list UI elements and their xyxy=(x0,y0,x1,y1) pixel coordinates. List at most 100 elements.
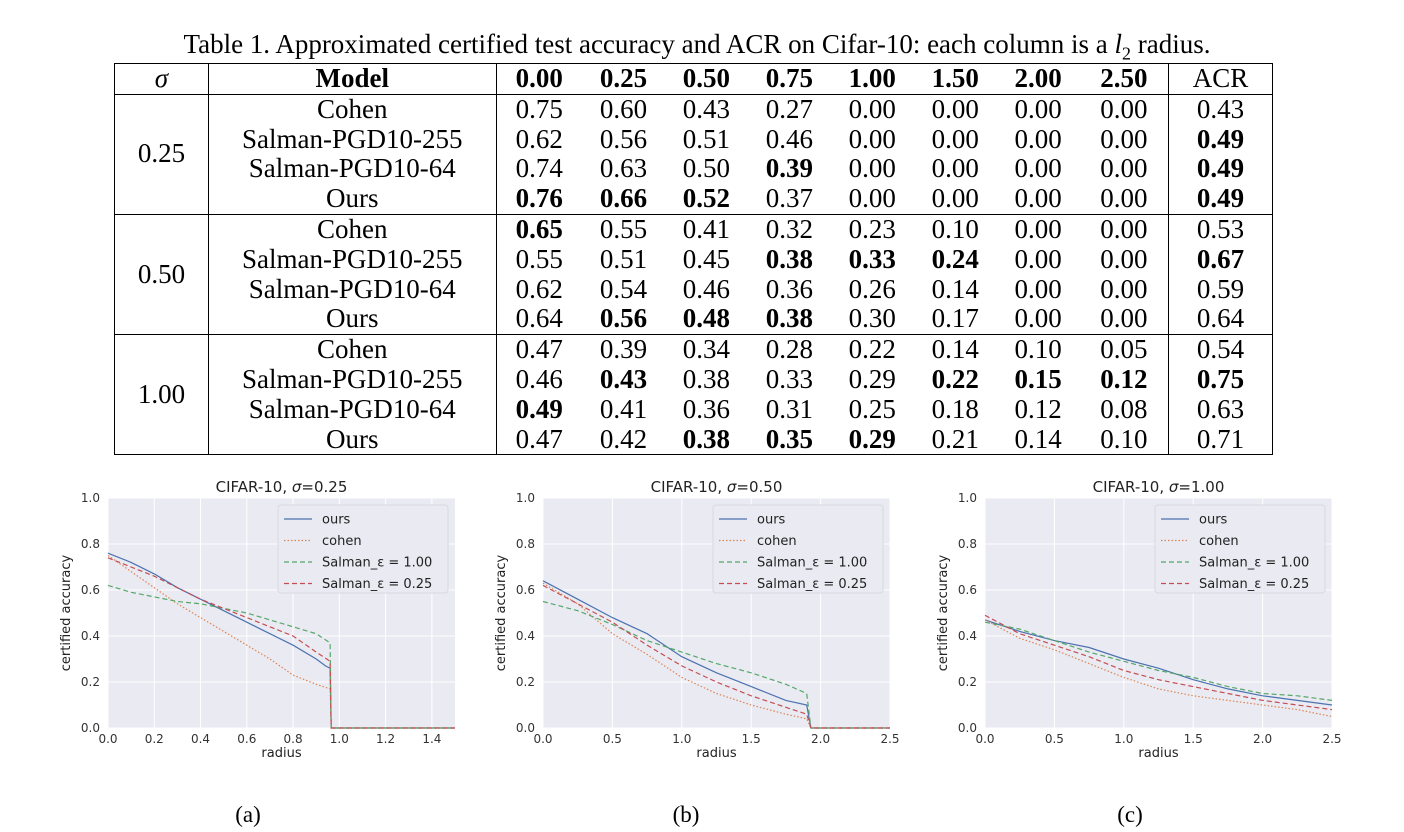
y-tick-label: 1.0 xyxy=(516,491,535,505)
legend-label: cohen xyxy=(322,534,362,549)
model-cell: Salman-PGD10-64 xyxy=(208,274,497,305)
accuracy-cell: 0.51 xyxy=(599,243,648,274)
accuracy-cell: 0.00 xyxy=(1079,213,1170,245)
x-tick-label: 1.5 xyxy=(742,732,761,746)
accuracy-cell: 0.41 xyxy=(599,393,648,424)
accuracy-cell: 0.00 xyxy=(1079,154,1170,185)
accuracy-cell: 0.00 xyxy=(913,93,997,125)
accuracy-cell: 0.00 xyxy=(1014,183,1062,214)
x-tick-label: 2.5 xyxy=(1322,732,1341,746)
legend-label: Salman_ε = 1.00 xyxy=(1199,556,1309,571)
accuracy-cell: 0.00 xyxy=(848,183,896,214)
accuracy-cell: 0.38 xyxy=(765,303,813,334)
series-line-3 xyxy=(984,621,1333,701)
x-tick-label: 2.0 xyxy=(1253,732,1272,746)
table-header-cell: 0.25 xyxy=(581,63,665,95)
accuracy-cell: 0.00 xyxy=(1079,303,1170,335)
table-header-cell: Model xyxy=(208,63,497,95)
acr-cell: 0.43 xyxy=(1168,93,1273,125)
legend xyxy=(712,504,884,594)
accuracy-cell: 0.37 xyxy=(765,183,813,214)
table-row: Ours 0.76 0.66 0.52 0.37 0.00 0.00 0.00 0.00 0.49 xyxy=(115,183,1273,215)
accuracy-cell: 0.00 xyxy=(830,93,914,125)
accuracy-cell: 0.05 xyxy=(1079,334,1170,365)
accuracy-cell: 0.52 xyxy=(682,183,731,214)
accuracy-cell: 0.48 xyxy=(682,303,731,334)
accuracy-cell: 0.10 xyxy=(1079,424,1170,456)
chart-title: CIFAR-10, σ=0.50 xyxy=(651,478,783,496)
accuracy-cell: 0.15 xyxy=(1014,363,1062,394)
table-row: 0.50 Cohen 0.65 0.55 0.41 0.32 0.23 0.10 0.00 0.0… xyxy=(114,213,1273,336)
acr-cell: 0.67 xyxy=(1168,244,1273,275)
table-row: Salman-PGD10-64 0.74 0.63 0.50 0.39 0.00 0.00 0… xyxy=(115,153,1273,185)
model-cell: Salman-PGD10-64 xyxy=(208,394,497,425)
y-tick-label: 0.2 xyxy=(516,675,535,689)
legend-label: Salman_ε = 1.00 xyxy=(322,556,432,571)
accuracy-cell: 0.00 xyxy=(848,123,896,154)
chart-title: CIFAR-10, σ=0.25 xyxy=(216,478,348,496)
accuracy-cell: 0.56 xyxy=(599,123,648,154)
y-tick-label: 0.6 xyxy=(958,583,977,597)
accuracy-cell: 0.26 xyxy=(848,273,896,304)
x-axis-label: radius xyxy=(696,746,736,761)
acr-cell: 0.49 xyxy=(1168,183,1273,215)
y-tick-label: 0.2 xyxy=(958,675,977,689)
accuracy-cell: 0.08 xyxy=(1079,394,1170,425)
accuracy-cell: 0.23 xyxy=(830,213,914,245)
accuracy-cell: 0.34 xyxy=(664,334,748,365)
accuracy-cell: 0.51 xyxy=(682,123,731,154)
legend xyxy=(277,504,449,594)
subfig-label-c: (c) xyxy=(1117,802,1143,827)
x-tick-label: 1.5 xyxy=(1184,732,1203,746)
table-header-cell: 1.50 xyxy=(913,63,997,95)
sigma-cell: 1.00 xyxy=(114,334,209,456)
model-cell: Ours xyxy=(208,424,497,456)
accuracy-cell: 0.36 xyxy=(682,393,731,424)
series-line-4 xyxy=(107,557,455,729)
legend-label: cohen xyxy=(1199,534,1239,549)
acr-cell: 0.75 xyxy=(1168,364,1273,395)
table-row: Ours 0.47 0.42 0.38 0.35 0.29 0.21 0.14 0.10 0.71 xyxy=(115,424,1273,456)
table-row: 1.00 Cohen 0.47 0.39 0.34 0.28 0.22 0.14 0.10 0.0… xyxy=(114,334,1273,456)
series-line-1 xyxy=(984,619,1333,706)
series-line-2 xyxy=(984,619,1333,718)
accuracy-cell: 0.22 xyxy=(931,363,979,394)
accuracy-cell: 0.14 xyxy=(931,273,979,304)
x-tick-label: 0.0 xyxy=(533,732,552,746)
y-tick-label: 1.0 xyxy=(958,491,977,505)
accuracy-cell: 0.00 xyxy=(1014,153,1062,184)
table-header-cell: 0.75 xyxy=(747,63,831,95)
acr-cell: 0.64 xyxy=(1168,303,1273,335)
series-line-3 xyxy=(107,584,455,729)
legend-label: ours xyxy=(757,513,786,528)
accuracy-cell: 0.14 xyxy=(996,424,1080,456)
table-header-cell: 2.00 xyxy=(996,63,1080,95)
legend-label: ours xyxy=(1199,513,1228,528)
subfig-label-a: (a) xyxy=(235,802,261,827)
series-line-4 xyxy=(542,584,890,729)
accuracy-cell: 0.30 xyxy=(848,303,896,334)
accuracy-cell: 0.00 xyxy=(1079,244,1170,275)
y-tick-label: 0.4 xyxy=(516,629,535,643)
sigma-cell: 0.25 xyxy=(114,93,209,215)
table-row: Salman-PGD10-64 0.62 0.54 0.46 0.36 0.26 0.14 0… xyxy=(115,273,1273,305)
sigma-cell: 0.50 xyxy=(114,213,209,336)
accuracy-cell: 0.10 xyxy=(913,213,997,245)
y-tick-label: 0.6 xyxy=(516,583,535,597)
accuracy-cell: 0.74 xyxy=(515,153,563,184)
accuracy-cell: 0.00 xyxy=(1079,93,1170,125)
acr-cell: 0.59 xyxy=(1168,274,1273,305)
accuracy-cell: 0.29 xyxy=(830,424,914,456)
accuracy-cell: 0.46 xyxy=(765,123,813,154)
subfig-label-b: (b) xyxy=(672,802,700,827)
y-tick-label: 1.0 xyxy=(81,491,100,505)
accuracy-cell: 0.56 xyxy=(599,303,648,334)
accuracy-cell: 0.31 xyxy=(765,393,813,424)
accuracy-cell: 0.43 xyxy=(599,363,648,394)
model-cell: Cohen xyxy=(208,213,497,245)
accuracy-cell: 0.33 xyxy=(848,243,896,274)
x-axis-label: radius xyxy=(261,746,301,761)
accuracy-cell: 0.00 xyxy=(931,183,979,214)
table-header-cell: σ xyxy=(114,63,209,95)
accuracy-cell: 0.00 xyxy=(848,153,896,184)
